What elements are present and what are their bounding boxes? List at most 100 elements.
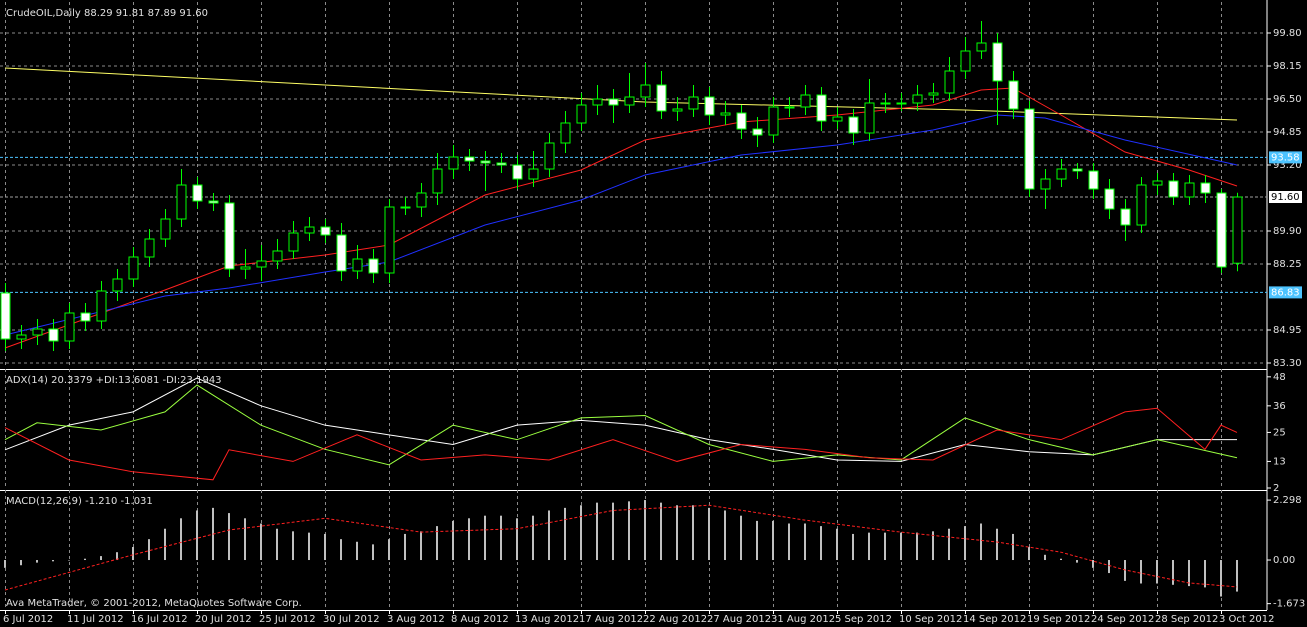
price-label: 86.83 — [1271, 287, 1300, 298]
histogram-bar — [980, 523, 982, 561]
candle-body — [512, 164, 523, 180]
candle-body — [880, 102, 891, 105]
histogram-bar — [788, 523, 790, 561]
candle-body — [736, 112, 747, 130]
candle-body — [896, 102, 907, 105]
histogram-bar — [484, 515, 486, 561]
y-tick-label: 13 — [1273, 456, 1286, 467]
candle-body — [496, 162, 507, 166]
histogram-bar — [548, 510, 550, 561]
histogram-bar — [1140, 560, 1142, 584]
candle-body — [384, 206, 395, 274]
histogram-bar — [436, 526, 438, 561]
histogram-bar — [708, 507, 710, 561]
candle-body — [144, 238, 155, 258]
candle-body — [16, 334, 27, 340]
histogram-bar — [1236, 560, 1238, 592]
histogram-bar — [4, 560, 6, 568]
histogram-bar — [468, 518, 470, 561]
histogram-bar — [308, 532, 310, 561]
histogram-bar — [164, 528, 166, 561]
candle-body — [32, 328, 43, 336]
y-tick-label: 36 — [1273, 401, 1286, 412]
y-tick-label: 2.298 — [1273, 495, 1302, 506]
candle-body — [992, 42, 1003, 82]
histogram-bar — [260, 523, 262, 561]
histogram-bar — [932, 531, 934, 561]
candle-body — [96, 290, 107, 322]
histogram-bar — [180, 518, 182, 561]
candle-body — [368, 258, 379, 274]
candle-body — [336, 234, 347, 272]
candle-body — [288, 232, 299, 252]
histogram-bar — [500, 515, 502, 561]
panel-title: ADX(14) 20.3379 +DI:13.6081 -DI:23.1943 — [6, 375, 222, 386]
histogram-bar — [644, 500, 646, 561]
candle-body — [864, 102, 875, 134]
candle-body — [528, 168, 539, 180]
y-tick-label: 84.95 — [1273, 325, 1302, 336]
candle-body — [1136, 184, 1147, 226]
x-tick-label: 16 Jul 2012 — [131, 614, 188, 625]
candle-body — [688, 96, 699, 110]
x-tick-label: 5 Sep 2012 — [835, 614, 892, 625]
candle-body — [720, 112, 731, 116]
price-label-box — [1269, 191, 1302, 203]
histogram-bar — [356, 541, 358, 561]
candle-body — [272, 250, 283, 262]
indicator-line — [4, 407, 1238, 481]
candle-body — [576, 104, 587, 124]
candle-body — [416, 192, 427, 208]
candle-body — [768, 106, 779, 136]
x-tick-label: 14 Sep 2012 — [963, 614, 1026, 625]
histogram-bar — [196, 510, 198, 561]
candle-body — [928, 92, 939, 96]
histogram-bar — [628, 501, 630, 561]
candle-body — [1120, 208, 1131, 226]
candle-body — [976, 42, 987, 52]
candle-body — [544, 142, 555, 170]
candle-body — [832, 116, 843, 122]
histogram-bar — [724, 510, 726, 561]
y-tick-label: 48 — [1273, 372, 1286, 383]
histogram-bar — [84, 558, 86, 561]
candle-body — [320, 226, 331, 236]
x-tick-label: 28 Sep 2012 — [1155, 614, 1218, 625]
histogram-bar — [756, 520, 758, 561]
histogram-bar — [596, 502, 598, 561]
candle-body — [304, 226, 315, 234]
candle-body — [1184, 182, 1195, 198]
candle-body — [1056, 168, 1067, 180]
histogram-bar — [660, 502, 662, 561]
candle-body — [1040, 178, 1051, 190]
x-tick-label: 17 Aug 2012 — [579, 614, 643, 625]
histogram-bar — [948, 528, 950, 561]
candle-body — [1088, 170, 1099, 190]
candle-body — [1008, 80, 1019, 110]
price-label: 93.58 — [1271, 152, 1300, 163]
candle-body — [1104, 188, 1115, 210]
candle-body — [912, 94, 923, 104]
histogram-bar — [852, 533, 854, 561]
candle-body — [960, 50, 971, 72]
indicator-line — [4, 504, 1238, 591]
candle-body — [400, 206, 411, 209]
histogram-bar — [516, 518, 518, 561]
x-tick-label: 24 Sep 2012 — [1091, 614, 1154, 625]
price-label: 91.60 — [1271, 192, 1300, 203]
histogram-bar — [836, 528, 838, 561]
panel-title: CrudeOIL,Daily 88.29 91.81 87.89 91.60 — [6, 8, 208, 19]
candle-body — [1024, 108, 1035, 190]
candle-body — [592, 98, 603, 106]
y-tick-label: 0.00 — [1273, 555, 1295, 566]
x-tick-label: 3 Oct 2012 — [1219, 614, 1274, 625]
candle-body — [816, 94, 827, 122]
candle-body — [1152, 180, 1163, 186]
histogram-bar — [1028, 546, 1030, 561]
candle-body — [224, 202, 235, 270]
y-tick-label: 89.90 — [1273, 226, 1302, 237]
candle-body — [1200, 182, 1211, 194]
x-tick-label: 6 Jul 2012 — [3, 614, 53, 625]
histogram-bar — [1188, 560, 1190, 587]
